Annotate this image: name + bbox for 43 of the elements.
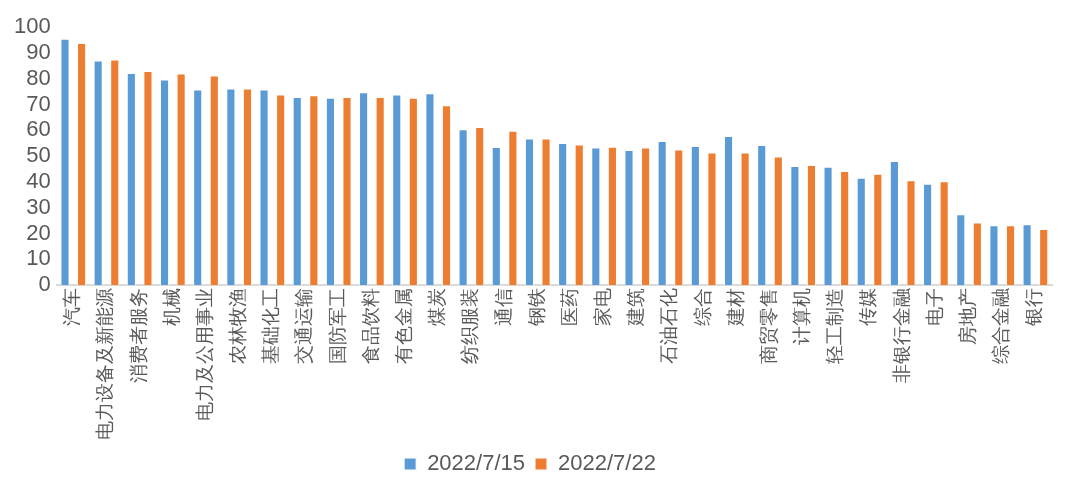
x-tick-label: 银行 bbox=[1022, 288, 1045, 327]
x-tick-label: 煤炭 bbox=[425, 288, 448, 326]
x-tick-label: 有色金属 bbox=[392, 288, 414, 364]
x-tick-label: 钢铁 bbox=[524, 288, 547, 327]
x-tick-label: 国防军工 bbox=[325, 288, 348, 364]
x-tick-label: 轻工制造 bbox=[823, 288, 846, 364]
x-tick-label: 电力及公用事业 bbox=[192, 288, 215, 421]
y-tick-label: 0 bbox=[38, 271, 51, 297]
x-tick-label: 传媒 bbox=[856, 288, 879, 326]
y-tick-label: 70 bbox=[26, 90, 51, 116]
x-tick-label: 建筑 bbox=[624, 288, 647, 327]
x-tick-label: 汽车 bbox=[60, 288, 83, 326]
x-tick-label: 建材 bbox=[723, 288, 746, 327]
x-tick-label: 基础化工 bbox=[259, 288, 282, 364]
x-tick-label: 通信 bbox=[491, 288, 514, 326]
y-tick-label: 100 bbox=[13, 13, 51, 39]
x-tick-label: 纺织服装 bbox=[458, 288, 481, 364]
x-tick-label: 综合金融 bbox=[989, 288, 1012, 364]
x-tick-label: 商贸零售 bbox=[756, 288, 779, 364]
y-tick-label: 90 bbox=[26, 39, 51, 65]
y-tick-label: 50 bbox=[26, 142, 51, 168]
y-tick-label: 60 bbox=[26, 116, 51, 142]
legend-label: 2022/7/22 bbox=[558, 450, 656, 476]
x-tick-label: 交通运输 bbox=[292, 288, 315, 364]
x-tick-label: 房地产 bbox=[956, 288, 978, 345]
y-tick-label: 30 bbox=[26, 193, 51, 219]
y-tick-label: 10 bbox=[26, 245, 51, 271]
y-tick-label: 80 bbox=[26, 64, 51, 90]
x-tick-label: 医药 bbox=[557, 288, 580, 326]
x-tick-label: 家电 bbox=[591, 288, 614, 326]
x-tick-label: 石油石化 bbox=[657, 288, 680, 364]
x-tick-label: 消费者服务 bbox=[126, 288, 149, 383]
x-tick-label: 计算机 bbox=[790, 288, 813, 345]
x-tick-label: 电子 bbox=[922, 288, 945, 326]
x-tick-label: 电力设备及新能源 bbox=[93, 288, 116, 440]
legend-label: 2022/7/15 bbox=[427, 450, 525, 476]
y-tick-label: 20 bbox=[26, 219, 51, 245]
x-tick-label: 非银行金融 bbox=[889, 288, 912, 383]
x-tick-label: 综合 bbox=[690, 288, 713, 326]
x-tick-label: 食品饮料 bbox=[358, 288, 381, 364]
y-tick-label: 40 bbox=[26, 167, 51, 193]
x-tick-label: 农林牧渔 bbox=[226, 288, 249, 364]
x-tick-label: 机械 bbox=[159, 288, 182, 326]
